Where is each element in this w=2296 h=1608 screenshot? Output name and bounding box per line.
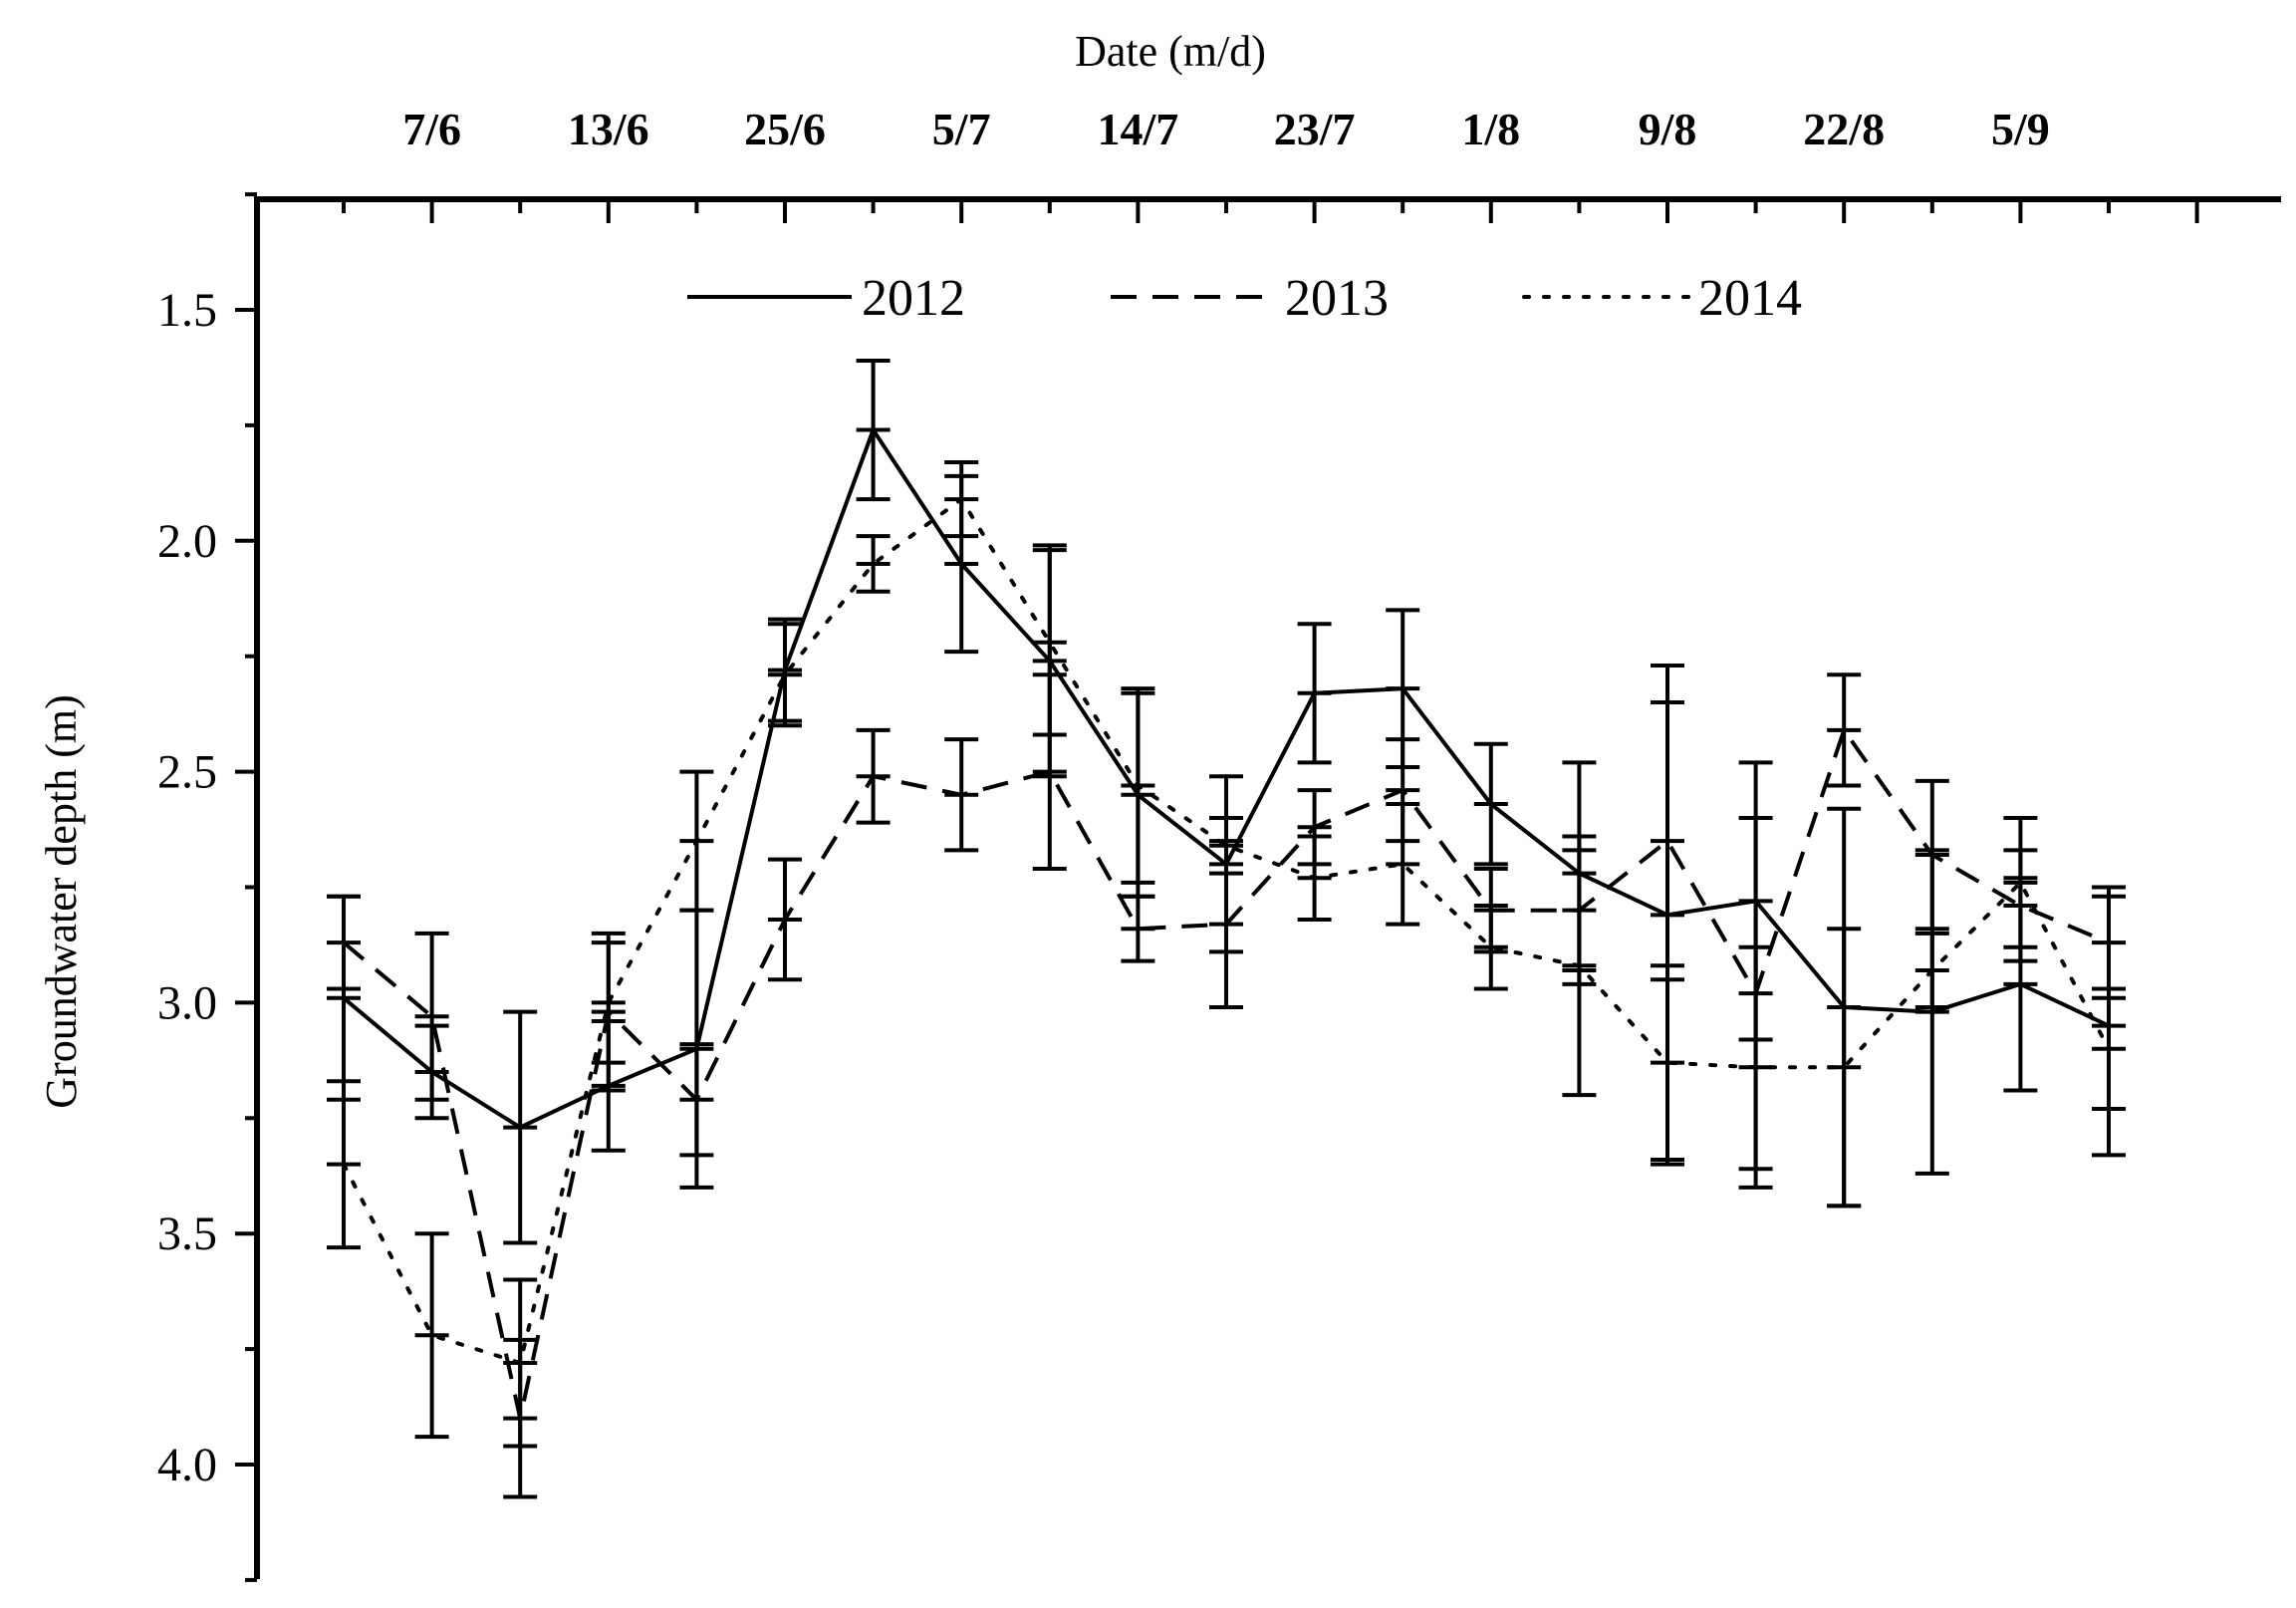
series-line-2014 [342,497,2111,1365]
series-layer [327,358,2126,1499]
y-axis-ticks: 1.5 2.0 2.5 3.0 3.5 4.0 [157,192,257,1582]
y-axis-title: Groundwater depth (m) [37,694,86,1108]
x-tick-label: 22/8 [1803,104,1885,154]
x-tick-label: 5/9 [1991,104,2050,154]
error-bar [1297,834,1332,922]
error-bar [1032,548,1067,737]
error-bar [1651,700,1684,982]
error-bar [1827,927,1862,1208]
error-bar [1914,778,1949,932]
y-tick-label: 2.0 [157,515,217,568]
error-bar [503,1009,538,1245]
x-tick-label: 14/7 [1098,104,1179,154]
axes [254,196,2281,1579]
error-bar [327,894,361,991]
error-bar [679,769,714,913]
error-bar [1121,894,1155,963]
legend: 2012 2013 2014 [687,270,1802,327]
x-tick-label: 5/7 [932,104,991,154]
x-tick-label: 9/8 [1639,104,1697,154]
error-bar [1562,834,1597,1098]
error-bar [856,727,891,825]
error-bar [1827,672,1862,788]
error-bar [414,1231,449,1440]
x-tick-label: 25/6 [744,104,826,154]
error-bar [1473,741,1508,867]
y-tick-label: 3.0 [157,976,217,1029]
error-bar [1386,802,1420,927]
error-bar [1651,963,1684,1163]
error-bar [1209,815,1243,876]
error-bar [2092,885,2126,1000]
error-bar [856,358,891,502]
legend-label-2012: 2012 [862,270,965,327]
error-bar [1121,686,1155,885]
error-bar [327,1079,361,1250]
error-bar [768,857,802,982]
legend-label-2013: 2013 [1285,270,1389,327]
error-bar [679,1042,714,1158]
error-bar [591,940,626,1065]
error-bar [1738,944,1773,1190]
error-bar [2092,986,2126,1112]
y-tick-label: 2.5 [157,746,217,799]
x-tick-label: 7/6 [402,104,461,154]
x-tick-label: 23/7 [1274,104,1356,154]
error-bar [2003,815,2038,949]
legend-label-2014: 2014 [1698,270,1802,327]
error-bar [1473,904,1508,991]
error-bar [944,737,979,853]
y-tick-label: 4.0 [157,1439,217,1491]
error-bar [1297,622,1332,765]
series-2014 [327,459,2126,1449]
error-bar [414,931,449,1102]
x-tick-label: 13/6 [568,104,649,154]
error-bar [1914,931,1949,1010]
series-2012 [327,358,2126,1245]
x-axis-title: Date (m/d) [1075,27,1266,76]
x-axis-ticks: 7/6 13/6 25/6 5/7 14/7 23/7 1/8 9/8 22/8 5/9 [342,104,2199,223]
y-tick-label: 3.5 [157,1207,217,1260]
error-bar [944,459,979,539]
error-bar [503,1277,538,1449]
x-tick-label: 1/8 [1461,104,1520,154]
error-bar [768,622,802,728]
error-bar [856,534,891,594]
y-tick-label: 1.5 [157,284,217,337]
